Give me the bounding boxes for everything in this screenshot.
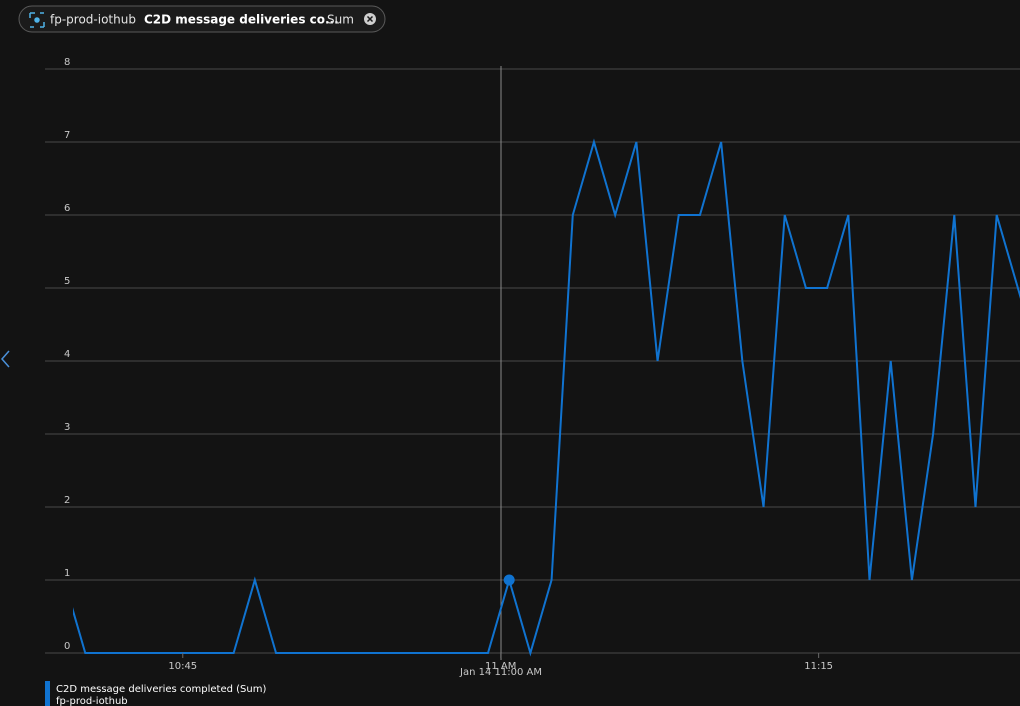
legend-name[interactable]: C2D message deliveries completed (Sum) [56,684,266,695]
resource-name: fp-prod-iothub [50,13,136,27]
x-tick-label: 11 AM [485,661,516,672]
legend-swatch [45,681,50,706]
pill-border [18,5,386,33]
close-button[interactable] [364,13,376,25]
aggregation: Sum [327,13,354,27]
collapse-arrow[interactable] [1,350,10,368]
iot-icon [29,12,45,28]
plot [73,138,1020,657]
y-tick-label: 6 [64,203,70,214]
grid [45,68,1020,654]
y-tick-label: 8 [64,57,70,68]
y-tick-label: 5 [64,276,70,287]
series-line [73,138,1020,657]
hover-label: Jan 14 11:00 AM [459,667,542,678]
y-tick-label: 7 [64,130,70,141]
x-tick-label: 10:45 [168,661,197,672]
hover-point [503,574,515,586]
y-tick-label: 1 [64,568,70,579]
y-tick-label: 2 [64,495,70,506]
y-tick-label: 4 [64,349,70,360]
y-tick-label: 0 [64,641,70,652]
legend-resource: fp-prod-iothub [56,696,128,706]
y-tick-label: 3 [64,422,70,433]
metric-pill[interactable]: fp-prod-iothub C2D message deliveries co… [18,5,386,33]
metric-name: C2D message deliveries co... [144,13,339,27]
axis: 0 1 2 3 4 5 6 7 8 10:45 11 AM 11:15 [64,57,833,672]
x-tick-label: 11:15 [804,661,833,672]
